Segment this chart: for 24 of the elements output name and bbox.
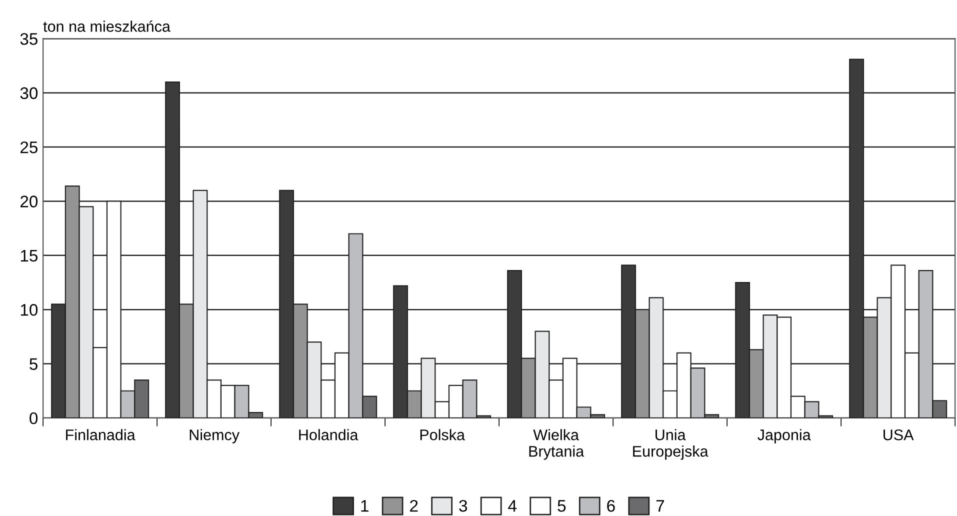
y-tick-label: 10	[20, 304, 38, 316]
x-tick-label: Finlanadia	[66, 429, 136, 440]
legend-label: 4	[508, 500, 517, 512]
y-tick-label: 25	[20, 141, 38, 154]
legend-label: 2	[410, 500, 418, 512]
legend-label: 1	[361, 500, 368, 512]
x-tick-label: Holandia	[299, 429, 358, 440]
legend-label: 6	[607, 500, 615, 512]
legend-label: 3	[459, 500, 468, 512]
x-tick-label: Polska	[420, 429, 465, 440]
y-tick-label: 35	[20, 33, 38, 45]
y-tick-label: 0	[30, 412, 38, 424]
y-axis-title: ton na mieszkańca	[43, 20, 170, 32]
y-tick-label: 30	[20, 87, 38, 100]
y-tick-label: 20	[20, 196, 38, 208]
legend-label: 5	[558, 500, 566, 512]
x-tick-label: USA	[884, 429, 914, 440]
x-tick-label: Japonia	[758, 429, 811, 444]
x-tick-label: Wielka Brytania	[529, 429, 584, 460]
legend-label: 7	[656, 500, 664, 512]
x-tick-label: Niemcy	[190, 429, 240, 444]
y-tick-label: 15	[20, 250, 38, 262]
x-tick-label: Unia Europejska	[633, 429, 708, 460]
y-tick-label: 5	[30, 358, 38, 370]
